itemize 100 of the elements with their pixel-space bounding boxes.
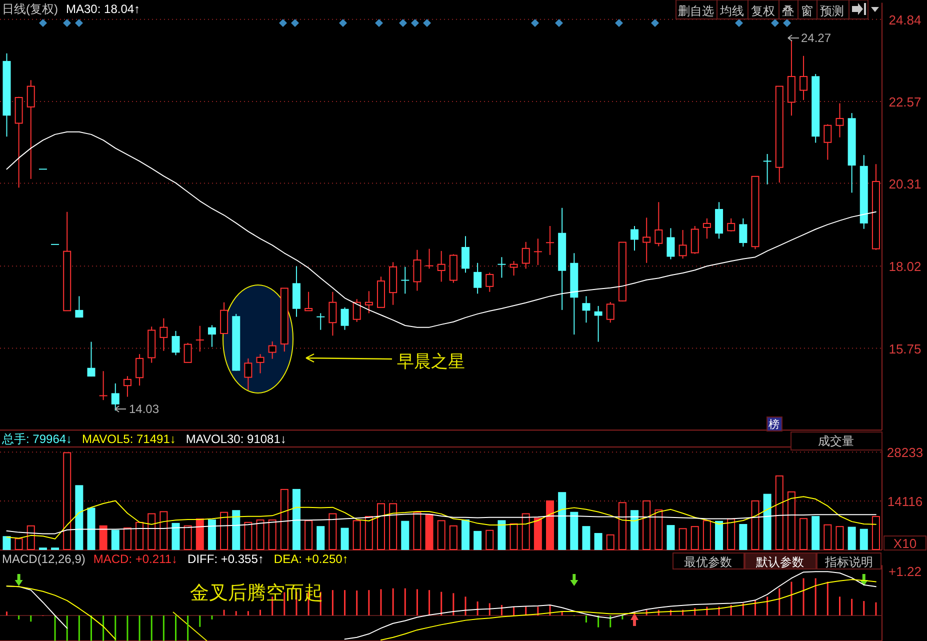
bar bbox=[280, 488, 288, 550]
bar bbox=[848, 526, 856, 550]
bar bbox=[244, 522, 252, 550]
bar bbox=[364, 516, 373, 550]
bar bbox=[739, 524, 748, 550]
text: 默认参数 bbox=[755, 555, 804, 569]
y-tick-label: 15.75 bbox=[888, 341, 922, 356]
bar bbox=[486, 530, 494, 550]
annotation: 早晨之星 bbox=[397, 352, 465, 371]
bar bbox=[123, 527, 132, 550]
line-series bbox=[6, 496, 876, 540]
bar bbox=[268, 519, 276, 550]
bar bbox=[787, 491, 796, 550]
candlestick bbox=[87, 341, 96, 378]
annotation: 删自选 bbox=[678, 4, 714, 18]
bar bbox=[522, 513, 530, 550]
candlestick bbox=[256, 354, 264, 374]
candlestick bbox=[172, 330, 180, 356]
candlestick bbox=[702, 218, 711, 240]
candlestick bbox=[136, 354, 144, 386]
bar bbox=[413, 512, 422, 550]
candlestick bbox=[594, 305, 602, 342]
candlestick bbox=[160, 318, 168, 352]
candlestick bbox=[630, 225, 639, 252]
bar bbox=[87, 508, 96, 550]
bar bbox=[461, 519, 470, 550]
annotation: 14.03 bbox=[129, 402, 160, 416]
y-tick-label: 28233 bbox=[886, 445, 924, 460]
candlestick bbox=[244, 358, 252, 390]
annotation: 预测 bbox=[820, 4, 844, 18]
candlestick bbox=[824, 124, 832, 160]
bar bbox=[474, 530, 482, 550]
bar bbox=[630, 510, 639, 550]
annotation: 窗 bbox=[801, 4, 813, 18]
annotation: 成交量 bbox=[818, 434, 854, 448]
bar bbox=[618, 502, 626, 550]
bar bbox=[558, 492, 566, 550]
bar bbox=[654, 509, 663, 550]
bar bbox=[352, 520, 361, 550]
candlestick bbox=[546, 225, 554, 256]
text: MACD: +0.211↓ bbox=[93, 552, 178, 566]
bar bbox=[256, 519, 264, 550]
candlestick bbox=[678, 229, 687, 260]
annotation: 金叉后腾空而起 bbox=[190, 582, 323, 604]
candlestick bbox=[763, 153, 772, 185]
candlestick bbox=[510, 260, 518, 276]
candlestick bbox=[340, 306, 349, 330]
candlestick bbox=[534, 238, 542, 266]
bar bbox=[642, 500, 651, 550]
candlestick bbox=[111, 382, 120, 412]
text: DIFF: +0.355↑ bbox=[188, 552, 264, 566]
bar bbox=[437, 520, 446, 550]
candlestick bbox=[26, 80, 35, 180]
text: +1.22 bbox=[888, 564, 922, 579]
y-tick-label: 18.02 bbox=[888, 259, 922, 274]
annotation: 榜 bbox=[768, 418, 780, 431]
annotation: 复权 bbox=[751, 4, 775, 18]
candlestick bbox=[654, 202, 663, 247]
bar bbox=[328, 513, 337, 550]
text: MA30: 18.04↑ bbox=[66, 2, 140, 16]
candlestick bbox=[474, 262, 482, 294]
line-series bbox=[6, 513, 876, 534]
candlestick bbox=[690, 225, 699, 254]
text: X10 bbox=[893, 536, 917, 551]
candlestick bbox=[582, 296, 590, 324]
bar bbox=[836, 526, 844, 550]
candlestick bbox=[208, 324, 216, 348]
bar bbox=[824, 524, 832, 550]
candlestick bbox=[75, 296, 84, 318]
candlestick bbox=[642, 217, 651, 264]
bar bbox=[220, 512, 228, 550]
bar bbox=[872, 516, 880, 550]
candlestick bbox=[220, 302, 228, 334]
candlestick bbox=[666, 228, 675, 260]
bar bbox=[860, 528, 868, 550]
bar bbox=[316, 526, 325, 550]
bar bbox=[606, 534, 614, 550]
bar bbox=[678, 528, 687, 550]
y-tick-label: 20.31 bbox=[888, 176, 922, 192]
bar bbox=[751, 500, 760, 550]
bar bbox=[196, 518, 204, 550]
bar bbox=[763, 494, 772, 550]
bar bbox=[715, 520, 724, 550]
chart-title: 日线(复权) bbox=[2, 2, 58, 16]
annotation: 24.27 bbox=[801, 31, 832, 45]
candlestick bbox=[316, 312, 325, 330]
text: 最优参数 bbox=[684, 555, 732, 569]
annotation: 均线 bbox=[719, 4, 744, 18]
bar bbox=[340, 528, 349, 550]
candlestick bbox=[836, 102, 844, 138]
text: MAVOL30: 91081↓ bbox=[186, 432, 286, 446]
bar bbox=[376, 503, 385, 550]
y-tick-label: 22.57 bbox=[888, 94, 922, 110]
bar bbox=[812, 516, 820, 550]
bar bbox=[449, 525, 458, 550]
bar bbox=[800, 518, 808, 550]
bar bbox=[727, 518, 736, 550]
candlestick bbox=[196, 325, 204, 352]
bar bbox=[136, 522, 144, 550]
bar bbox=[582, 526, 590, 550]
